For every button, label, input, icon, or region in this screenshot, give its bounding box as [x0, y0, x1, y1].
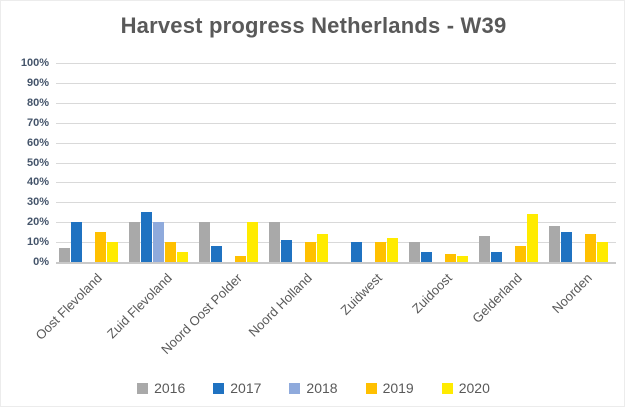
gridline	[56, 222, 616, 224]
legend-swatch-icon	[213, 382, 225, 394]
bar-noord-oost-polder-2016	[199, 222, 210, 262]
bar-gelderland-2020	[527, 214, 538, 262]
bar-zuid-flevoland-2019	[165, 242, 176, 262]
gridline	[56, 63, 616, 64]
y-axis-tick-label: 20%	[26, 216, 49, 229]
legend-item-2018: 2018	[289, 380, 338, 396]
y-axis-tick-label: 0%	[33, 256, 49, 268]
legend-swatch-icon	[365, 382, 377, 394]
y-axis-tick-label: 40%	[26, 176, 49, 189]
y-axis-tick-label: 30%	[26, 196, 49, 209]
legend-label: 2019	[382, 380, 414, 396]
bar-noord-oost-polder-2017	[211, 246, 222, 262]
bar-zuidwest-2019	[375, 242, 386, 262]
bar-noord-oost-polder-2019	[235, 256, 246, 262]
bar-zuidwest-2017	[351, 242, 362, 262]
bar-oost-flevoland-2020	[107, 242, 118, 262]
legend-item-2016: 2016	[137, 380, 185, 396]
legend-item-2017: 2017	[213, 380, 261, 396]
bar-zuidoost-2016	[409, 242, 420, 262]
plot-area	[56, 63, 616, 264]
bar-zuidoost-2019	[445, 254, 456, 262]
bar-gelderland-2016	[479, 236, 490, 262]
y-axis-tick-label: 100%	[20, 57, 49, 69]
y-axis-tick-label: 80%	[26, 96, 49, 109]
bar-zuidoost-2020	[457, 256, 468, 262]
y-axis-tick-label: 60%	[26, 136, 49, 149]
y-axis-tick-label: 50%	[26, 156, 49, 169]
chart-title: Harvest progress Netherlands - W39	[120, 13, 507, 38]
y-axis-tick-label: 90%	[26, 76, 49, 89]
bar-oost-flevoland-2017	[71, 222, 82, 262]
y-axis-tick-label: 10%	[26, 236, 49, 249]
y-axis-tick-label: 70%	[26, 116, 49, 129]
legend-label: 2018	[306, 380, 338, 396]
gridline	[56, 182, 616, 184]
bar-zuid-flevoland-2016	[129, 222, 140, 262]
legend-swatch-icon	[289, 382, 301, 394]
bar-noorden-2016	[549, 226, 560, 262]
gridline	[56, 202, 616, 204]
legend-swatch-icon	[137, 382, 149, 394]
bar-zuidwest-2020	[387, 238, 398, 262]
bar-noord-holland-2019	[305, 242, 316, 262]
gridline	[56, 82, 616, 84]
bar-noord-holland-2020	[317, 234, 328, 262]
bar-noorden-2020	[597, 242, 608, 262]
gridline	[56, 102, 616, 104]
bar-zuidoost-2017	[421, 252, 432, 262]
bar-noorden-2019	[585, 234, 596, 262]
bar-oost-flevoland-2016	[59, 248, 70, 262]
gridline	[56, 162, 616, 164]
legend-item-2019: 2019	[365, 380, 414, 396]
bar-noord-holland-2017	[281, 240, 292, 262]
bar-noord-oost-polder-2020	[247, 222, 258, 262]
bar-oost-flevoland-2019	[95, 232, 106, 262]
bar-zuid-flevoland-2020	[177, 252, 188, 262]
bar-gelderland-2017	[491, 252, 502, 262]
legend-label: 2020	[458, 380, 490, 396]
legend: 2016 2017 2018 2019 2020	[1, 380, 625, 396]
legend-item-2020: 2020	[441, 380, 490, 396]
bar-noorden-2017	[561, 232, 572, 262]
bar-gelderland-2019	[515, 246, 526, 262]
bar-zuid-flevoland-2017	[141, 212, 152, 262]
gridline	[56, 122, 616, 124]
legend-label: 2016	[154, 380, 186, 396]
gridline	[56, 142, 616, 144]
gridline	[56, 242, 616, 244]
legend-swatch-icon	[441, 382, 453, 394]
bar-zuid-flevoland-2018	[153, 222, 164, 262]
bar-noord-holland-2016	[269, 222, 280, 262]
legend-label: 2017	[230, 380, 262, 396]
